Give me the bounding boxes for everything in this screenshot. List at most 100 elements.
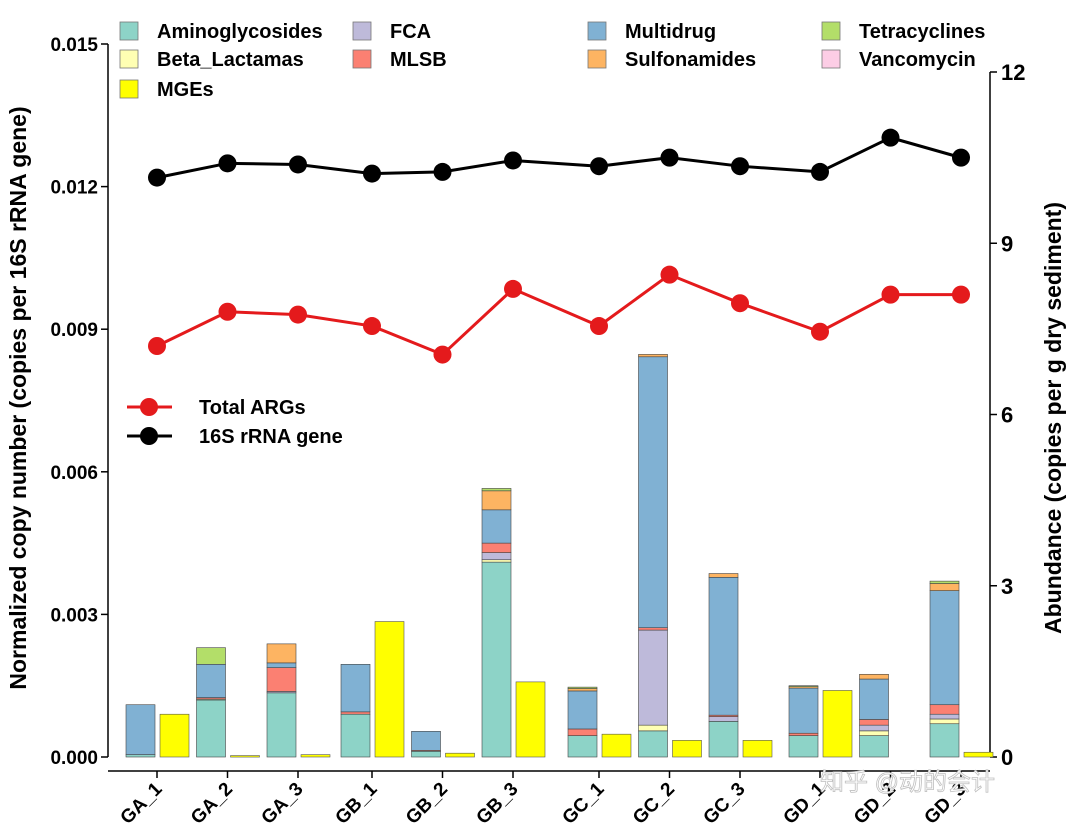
- right-axis-title: Abundance (copies per g dry sediment): [1040, 202, 1066, 634]
- point-16s-rrna-gene: [433, 162, 452, 181]
- right-tick-label: 9: [1001, 231, 1013, 256]
- point-16s-rrna-gene: [289, 155, 307, 174]
- bar-mges: [515, 681, 546, 758]
- bar-segment-sulfonamides: [929, 583, 960, 591]
- point-total-args: [218, 302, 237, 321]
- bar-segment-multidrug: [708, 577, 739, 716]
- line-16s-rrna-gene: [156, 136, 962, 180]
- point-16s-rrna-gene: [218, 154, 237, 173]
- bar-mges: [230, 755, 260, 758]
- point-total-args: [148, 337, 166, 355]
- bar-segment-aminoglycosides: [567, 735, 598, 758]
- bars: [125, 354, 994, 758]
- bar-segment-multidrug: [481, 509, 512, 544]
- x-tick-label-ga-2: GA_2: [187, 779, 237, 828]
- right-tick-label: 0: [1001, 745, 1013, 770]
- bar-mges: [445, 752, 475, 758]
- left-y-axis: 0.000 0.003 0.006 0.009 0.012 0.015: [50, 35, 109, 769]
- x-tick-label-gc-1: GC_1: [559, 778, 609, 828]
- legend-label-tetracyclines: Tetracyclines: [859, 21, 985, 43]
- point-16s-rrna-gene: [660, 148, 679, 167]
- bar-segment-beta-lactamas: [929, 718, 960, 725]
- bar-segment-sulfonamides: [708, 573, 739, 578]
- bar-mges: [672, 740, 702, 758]
- legend-swatch-mges: [119, 79, 139, 99]
- bar-segment-multidrug: [788, 687, 819, 734]
- bar-segment-mlsb: [481, 542, 512, 553]
- x-tick-label-gc-3: GC_3: [700, 779, 750, 828]
- bar-segment-aminoglycosides: [481, 561, 512, 758]
- point-total-args: [504, 279, 522, 298]
- right-tick-label: 12: [1001, 60, 1025, 85]
- legend-swatch-fca: [352, 21, 372, 41]
- legend-marker-total-args: [140, 398, 158, 416]
- x-tick-label-gb-3: GB_3: [473, 779, 523, 828]
- right-y-axis: 0 3 6 9 12: [989, 60, 1025, 770]
- bar-segment-tetracyclines: [788, 685, 819, 687]
- point-16s-rrna-gene: [811, 162, 829, 181]
- point-total-args: [811, 322, 829, 341]
- bar-segment-multidrug: [638, 356, 668, 629]
- bar-segment-mlsb: [340, 711, 371, 715]
- bar-segment-tetracyclines: [929, 580, 960, 584]
- legend-label-multidrug: Multidrug: [625, 21, 716, 43]
- legend-label-aminoglycosides: Aminoglycosides: [157, 21, 323, 43]
- legend-top: Aminoglycosides FCA Multidrug Tetracyclines…: [119, 21, 985, 101]
- point-16s-rrna-gene: [881, 128, 900, 147]
- bar-segment-fca: [638, 629, 668, 726]
- left-tick-label: 0.015: [50, 35, 98, 56]
- bar-segment-sulfonamides: [859, 673, 889, 680]
- legend-marker-16s-rrna-gene: [140, 427, 158, 445]
- bar-segment-tetracyclines: [481, 488, 512, 492]
- left-tick-label: 0.012: [50, 178, 98, 199]
- bar-segment-fca: [859, 724, 889, 732]
- bar-segment-aminoglycosides: [638, 730, 668, 758]
- legend-swatch-sulfonamides: [587, 49, 607, 69]
- legend-label-beta-lactamas: Beta_Lactamas: [157, 49, 304, 71]
- bar-segment-multidrug: [567, 690, 598, 730]
- bar-segment-mlsb: [638, 627, 668, 631]
- bar-segment-multidrug: [196, 664, 226, 698]
- bar-segment-multidrug: [411, 731, 441, 751]
- x-tick-label-gc-2: GC_2: [629, 779, 679, 828]
- x-tick-label-gb-1: GB_1: [332, 778, 382, 828]
- point-16s-rrna-gene: [363, 164, 381, 183]
- bar-segment-multidrug: [859, 678, 889, 720]
- bar-mges: [159, 713, 190, 758]
- bar-segment-mlsb: [567, 728, 598, 736]
- legend-label-mges: MGEs: [157, 79, 214, 101]
- legend-label-sulfonamides: Sulfonamides: [625, 49, 756, 71]
- legend-swatch-vancomycin: [821, 49, 841, 69]
- bar-segment-aminoglycosides: [125, 754, 156, 758]
- legend-label-mlsb: MLSB: [390, 49, 447, 71]
- bar-segment-mlsb: [929, 704, 960, 715]
- bar-segment-sulfonamides: [481, 490, 512, 511]
- point-total-args: [952, 285, 970, 304]
- legend-swatch-tetracyclines: [821, 21, 841, 41]
- right-tick-label: 3: [1001, 574, 1013, 599]
- legend-label-fca: FCA: [390, 21, 431, 43]
- bar-segment-fca: [708, 716, 739, 722]
- bar-segment-sulfonamides: [638, 354, 668, 358]
- legend-lines: Total ARGs 16S rRNA gene: [127, 397, 343, 448]
- x-tick-label-ga-1: GA_1: [117, 778, 167, 828]
- watermark: 知乎 @动的会计: [820, 769, 995, 796]
- left-tick-label: 0.006: [50, 463, 98, 484]
- bar-segment-mlsb: [788, 732, 819, 736]
- lines: [148, 128, 970, 364]
- right-tick-label: 6: [1001, 403, 1013, 428]
- legend-swatch-aminoglycosides: [119, 21, 139, 41]
- point-total-args: [731, 294, 749, 313]
- point-16s-rrna-gene: [148, 168, 166, 187]
- bar-segment-sulfonamides: [266, 643, 297, 664]
- left-tick-label: 0.003: [50, 605, 98, 626]
- point-total-args: [363, 317, 381, 336]
- bar-segment-multidrug: [929, 590, 960, 706]
- bar-segment-beta-lactamas: [859, 730, 889, 736]
- x-tick-label-gb-2: GB_2: [402, 779, 452, 828]
- legend-label-vancomycin: Vancomycin: [859, 49, 976, 71]
- point-total-args: [433, 345, 452, 364]
- bar-mges: [963, 751, 994, 758]
- legend-swatch-mlsb: [352, 49, 372, 69]
